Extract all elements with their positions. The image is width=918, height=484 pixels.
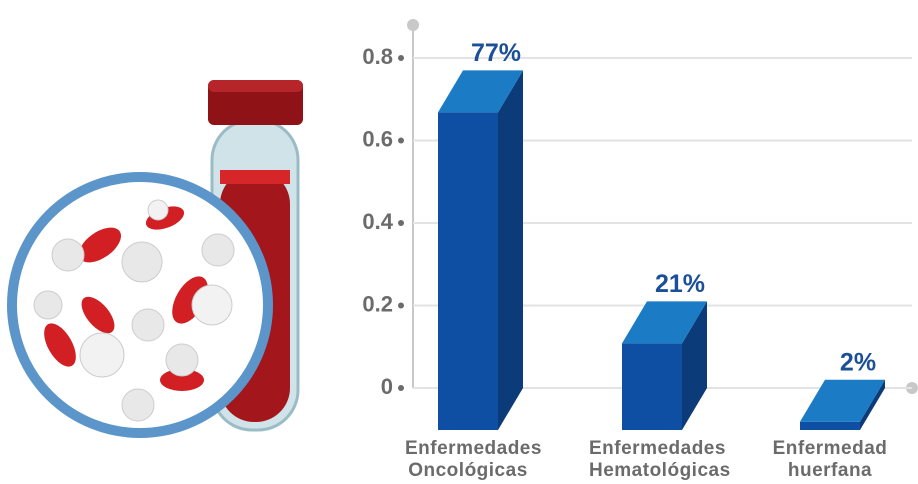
y-tick-label: 0.2 bbox=[362, 291, 393, 316]
tick-mark bbox=[398, 220, 404, 226]
bar bbox=[800, 379, 885, 430]
y-tick-label: 0.4 bbox=[362, 209, 393, 234]
bar bbox=[622, 301, 707, 430]
y-tick-label: 0 bbox=[381, 374, 393, 399]
value-label: 2% bbox=[840, 348, 876, 376]
bar-side bbox=[498, 70, 523, 430]
bar-side bbox=[682, 301, 707, 430]
x-tick-label: Enfermedades Hematológicas bbox=[589, 438, 731, 481]
tick-mark bbox=[398, 385, 404, 391]
bar bbox=[438, 70, 523, 430]
bar-top bbox=[622, 301, 707, 344]
x-tick-label: Enfermedad huerfana bbox=[772, 438, 888, 481]
tick-mark bbox=[398, 137, 404, 144]
tick-mark bbox=[398, 55, 404, 61]
bar-front bbox=[438, 112, 498, 430]
bar-top bbox=[800, 379, 885, 422]
y-tick-label: 0.6 bbox=[362, 126, 393, 151]
bar-front bbox=[800, 421, 860, 430]
value-label: 21% bbox=[655, 270, 705, 298]
illustration bbox=[7, 80, 303, 438]
y-tick-label: 0.8 bbox=[362, 44, 393, 69]
axis-end bbox=[407, 19, 419, 31]
bar-front bbox=[622, 343, 682, 430]
bar-side bbox=[860, 379, 885, 430]
bar-top bbox=[438, 70, 523, 113]
value-label: 77% bbox=[471, 39, 521, 67]
x-tick-label: Enfermedades Oncológicas bbox=[405, 438, 542, 481]
tick-mark bbox=[398, 302, 404, 309]
